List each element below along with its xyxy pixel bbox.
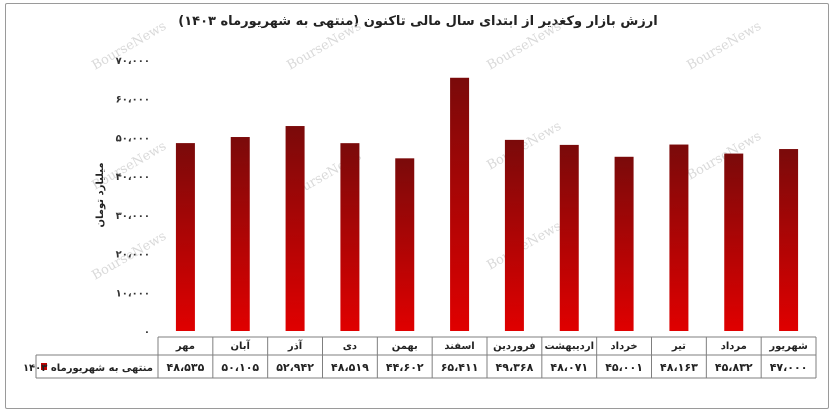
watermark-text: BourseNews xyxy=(485,19,565,74)
watermark-text: BourseNews xyxy=(485,119,565,174)
bar xyxy=(559,144,579,331)
data-value-label: ۵۲،۹۴۲ xyxy=(276,361,314,374)
bar xyxy=(669,144,689,331)
bar xyxy=(614,156,634,331)
y-tick-label: ۷۰،۰۰۰ xyxy=(116,56,150,67)
watermark-text: BourseNews xyxy=(485,219,565,274)
bar xyxy=(450,77,470,331)
bar xyxy=(779,149,799,331)
bar xyxy=(230,137,250,331)
x-category-label: دی xyxy=(343,341,357,352)
y-axis-title-group: میلیارد تومان xyxy=(95,162,106,227)
bar xyxy=(285,126,305,332)
x-category-label: خرداد xyxy=(611,341,638,352)
data-value-label: ۵۰،۱۰۵ xyxy=(221,361,259,374)
data-value-label: ۴۸،۱۶۳ xyxy=(660,361,698,374)
data-value-label: ۴۴،۶۰۲ xyxy=(386,361,424,374)
y-tick-label: ۲۰،۰۰۰ xyxy=(116,250,150,261)
bars-group xyxy=(175,77,799,332)
x-category-label: مرداد xyxy=(721,341,747,352)
y-tick-label: ۰ xyxy=(144,327,150,338)
chart-title: ارزش بازار وکغدیر از ابتدای سال مالی تاک… xyxy=(178,14,658,29)
legend-marker xyxy=(41,363,47,370)
y-tick-label: ۶۰،۰۰۰ xyxy=(116,95,150,106)
bar xyxy=(724,153,744,331)
x-category-label: بهمن xyxy=(392,341,418,352)
bar xyxy=(340,143,360,331)
y-tick-label: ۴۰،۰۰۰ xyxy=(116,172,150,183)
y-axis-title: میلیارد تومان xyxy=(95,162,106,227)
data-value-label: ۴۵،۰۰۱ xyxy=(605,361,643,374)
data-value-label: ۴۸،۰۷۱ xyxy=(550,361,588,374)
x-category-label: اسفند xyxy=(444,341,474,352)
data-table: مهر آبان آذر دی بهمن اسفند فروردین اردیبهشت خردا… xyxy=(23,336,817,379)
x-category-label: اردیبهشت xyxy=(544,341,594,352)
x-category-label: تیر xyxy=(671,341,686,352)
y-tick-label: ۳۰،۰۰۰ xyxy=(116,211,150,222)
legend-series-label: منتهی به شهریورماه ۱۴۰۳ xyxy=(23,363,153,374)
data-value-label: ۴۷،۰۰۰ xyxy=(770,361,808,374)
chart-frame xyxy=(5,3,829,409)
data-value-label: ۴۸،۵۳۵ xyxy=(167,361,205,374)
data-value-label: ۴۹،۳۶۸ xyxy=(496,361,534,374)
data-value-label: ۴۸،۵۱۹ xyxy=(331,361,369,374)
x-category-label: آذر xyxy=(287,339,303,352)
bar xyxy=(395,158,415,331)
y-tick-label: ۵۰،۰۰۰ xyxy=(116,133,150,144)
x-category-label: شهریور xyxy=(768,341,808,352)
watermark-text: BourseNews xyxy=(685,19,765,74)
bar xyxy=(175,143,195,331)
x-category-label: فروردین xyxy=(493,341,536,352)
y-tick-label: ۱۰،۰۰۰ xyxy=(116,288,150,299)
data-value-label: ۴۵،۸۳۲ xyxy=(715,361,753,374)
x-category-label: مهر xyxy=(175,341,195,352)
y-axis-ticks: ۰ ۱۰،۰۰۰ ۲۰،۰۰۰ ۳۰،۰۰۰ ۴۰،۰۰۰ ۵۰،۰۰۰ ۶۰،۰۰۰ ۷۰،… xyxy=(116,56,150,338)
watermark-text: BourseNews xyxy=(285,19,365,74)
bar xyxy=(504,139,524,331)
x-category-label: آبان xyxy=(231,339,251,352)
data-value-label: ۶۵،۴۱۱ xyxy=(441,361,479,374)
